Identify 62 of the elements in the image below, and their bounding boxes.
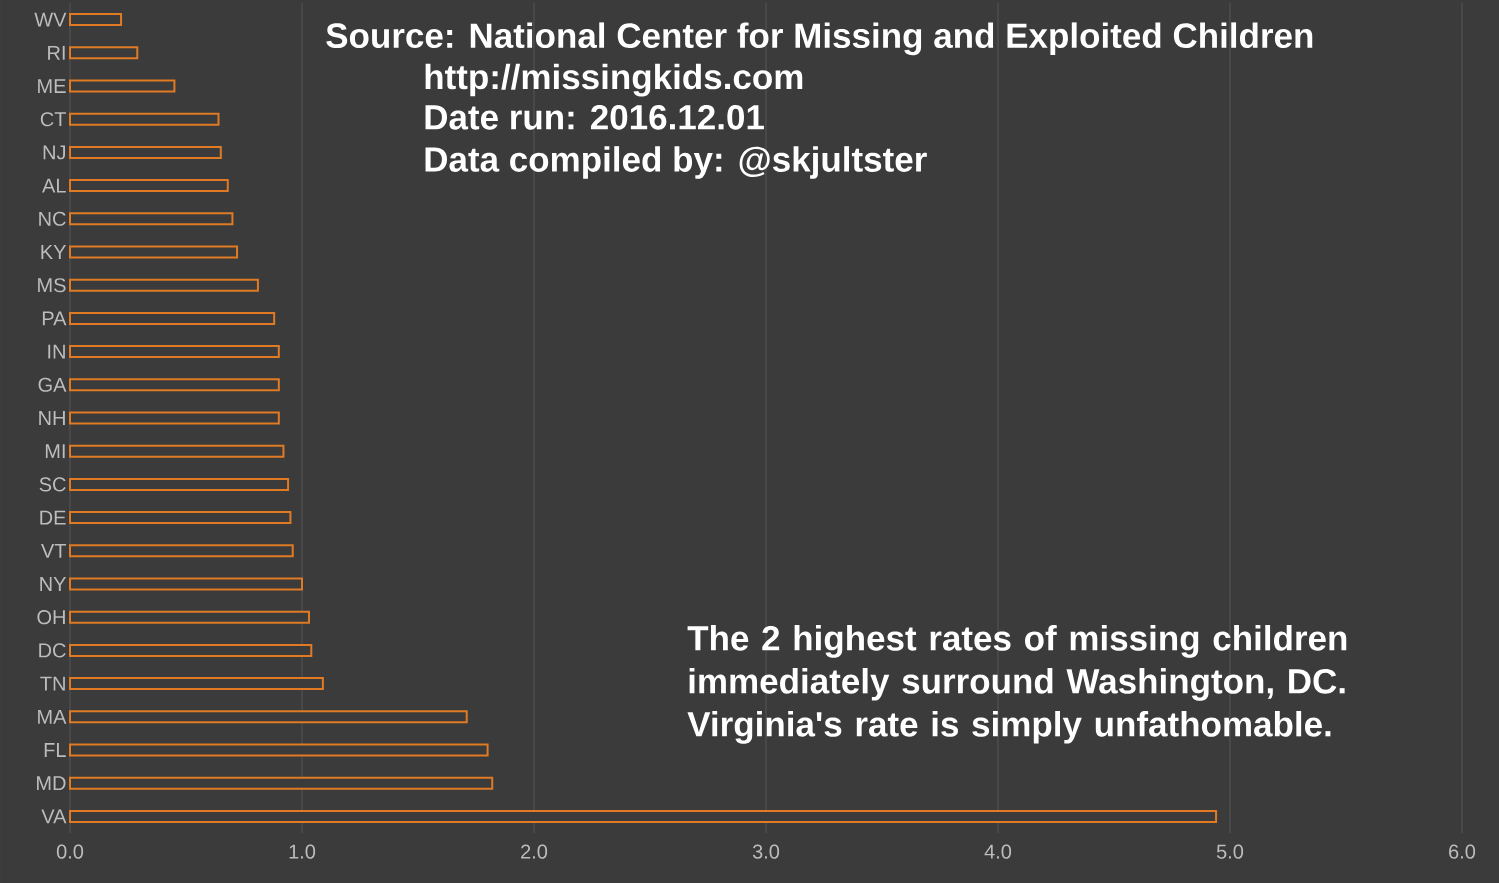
bar [69, 278, 259, 292]
x-tick-label: 1.0 [289, 844, 316, 859]
bar [69, 212, 234, 226]
y-tick-label: MD [37, 776, 66, 791]
bar [69, 809, 1218, 823]
bar [69, 444, 285, 458]
bar [69, 79, 176, 93]
y-tick-label: TN [40, 676, 65, 691]
bar [69, 677, 324, 691]
y-tick-label: MI [45, 444, 65, 459]
y-tick-label: SC [39, 477, 66, 492]
x-tick-label: 2.0 [521, 844, 548, 859]
bar [69, 743, 489, 757]
bar [69, 511, 292, 525]
y-tick-label: KY [41, 245, 67, 259]
x-tick-label: 3.0 [752, 844, 780, 859]
annotation: Data compiled by: @skjultster [425, 146, 927, 179]
y-tick-label: GA [38, 377, 67, 392]
bar [69, 311, 276, 325]
y-tick-label: NH [39, 411, 65, 425]
bar [69, 610, 310, 624]
y-tick-label: CT [40, 112, 67, 127]
y-tick-label: FL [44, 743, 66, 757]
y-tick-label: AL [42, 178, 66, 193]
y-tick-label: DC [39, 643, 66, 658]
y-tick-label: DE [40, 510, 66, 525]
y-tick-label: VA [41, 809, 67, 824]
bar [69, 245, 239, 259]
bar [69, 577, 304, 591]
bar [69, 776, 494, 790]
annotation: The 2 highest rates of missing children immediately surround Washington, DC. Virginia's rate is simply unfathomable. [687, 624, 1347, 744]
bar [69, 411, 280, 425]
x-tick-label: 5.0 [1216, 844, 1244, 859]
y-tick-label: MA [38, 709, 67, 724]
annotation: Source: National Center for Missing and Exploited Children [326, 22, 1313, 56]
bar [69, 378, 280, 392]
annotation: http://missingkids.com [425, 63, 803, 97]
y-tick-label: IN [48, 344, 65, 359]
bar [69, 46, 139, 60]
bar [69, 477, 290, 491]
bar [69, 345, 280, 359]
y-tick-label: PA [42, 311, 67, 326]
y-tick-label: VT [41, 543, 67, 558]
bar [69, 112, 220, 126]
bar [69, 643, 313, 657]
x-tick-label: 0.0 [56, 844, 84, 859]
y-tick-label: ME [38, 79, 66, 93]
x-tick-label: 6.0 [1449, 844, 1476, 859]
y-tick-label: OH [37, 610, 65, 625]
y-tick-label: NY [40, 577, 67, 591]
annotation: Date run: 2016.12.01 [425, 104, 764, 130]
y-tick-label: NJ [43, 145, 65, 160]
bar [69, 544, 294, 558]
y-tick-label: WV [34, 12, 67, 27]
y-tick-label: MS [38, 278, 66, 293]
bar [69, 179, 229, 193]
bar [69, 710, 468, 724]
bar [69, 13, 123, 27]
y-tick-label: RI [48, 45, 65, 60]
bar [69, 145, 222, 159]
x-tick-label: 4.0 [984, 844, 1012, 859]
y-tick-label: NC [39, 211, 66, 226]
